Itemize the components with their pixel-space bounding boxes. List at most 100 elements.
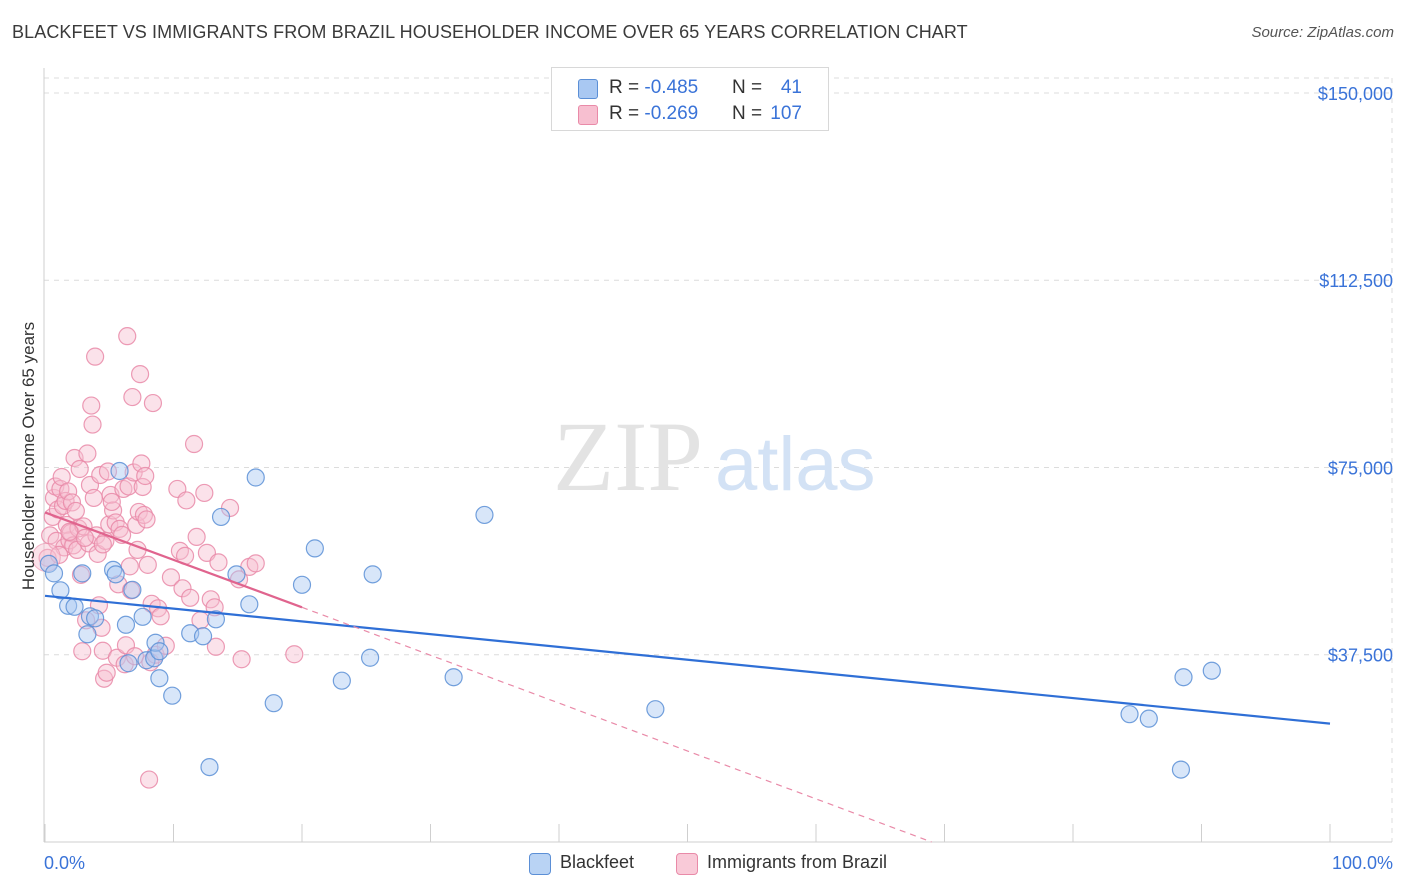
point-brazil [161,568,181,587]
legend-row-blackfeet: R = -0.485 N = 41 [552,76,828,102]
point-brazil [130,365,150,384]
point-brazil [100,515,119,534]
point-brazil [70,459,89,479]
point-brazil [82,396,101,415]
point-brazil [206,637,226,656]
point-brazil [38,548,57,567]
point-blackfeet [51,581,70,600]
point-blackfeet [110,461,129,481]
legend-r-value: -0.269 [644,103,699,124]
point-blackfeet [361,648,380,667]
point-brazil [119,477,138,496]
point-blackfeet [363,565,382,584]
point-blackfeet [116,615,136,634]
point-brazil [137,510,156,529]
y-axis-title: Householder Income Over 65 years [19,322,38,590]
point-brazil [60,522,79,542]
point-brazil [66,501,85,521]
point-brazil [129,502,148,522]
point-blackfeet [1174,668,1193,687]
point-blackfeet [106,565,125,584]
watermark-zip: ZIP [553,401,703,512]
point-blackfeet [44,564,64,583]
point-brazil [139,770,159,789]
point-brazil [177,491,196,510]
point-brazil [133,477,152,497]
point-blackfeet [78,625,97,644]
point-brazil [75,528,94,547]
point-brazil [285,645,304,664]
point-blackfeet [146,633,165,652]
source-credit: Source: ZipAtlas.com [1251,24,1394,41]
chart-title: BLACKFEET VS IMMIGRANTS FROM BRAZIL HOUS… [12,22,968,42]
point-brazil [86,347,105,366]
point-brazil [102,492,121,512]
trend-line-blackfeet [44,594,1331,725]
watermark-atlas: atlas [715,422,876,507]
correlation-legend: R = -0.485 N = 41 R = -0.269 N = 107 [551,67,829,131]
point-brazil [173,579,192,598]
point-brazil [136,466,155,486]
y-tick-label: $37,500 [1328,646,1393,666]
bottom-legend-label-blackfeet: Blackfeet [560,852,635,872]
point-blackfeet [73,564,92,583]
point-blackfeet [65,597,84,616]
point-blackfeet [1171,760,1191,779]
bottom-legend-label-brazil: Immigrants from Brazil [707,852,888,872]
point-brazil [138,555,157,574]
point-brazil [181,588,200,607]
bottom-legend-swatch-blackfeet [529,853,551,875]
y-tick-label: $112,500 [1319,271,1393,291]
point-blackfeet [163,686,182,705]
point-blackfeet [475,505,494,525]
legend-n-label: N = [732,103,763,124]
point-blackfeet [1139,709,1158,728]
axes [43,68,1392,843]
point-brazil [78,444,97,463]
point-brazil [151,607,170,626]
point-brazil [83,415,102,434]
bottom-legend-swatch-brazil [676,853,698,875]
point-blackfeet [444,668,463,687]
point-brazil [232,650,251,669]
point-blackfeet [86,609,105,628]
point-brazil [59,482,78,501]
legend-swatch-blackfeet [578,79,598,99]
point-blackfeet [193,627,213,646]
y-tick-labels: $150,000 $112,500 $75,000 $37,500 [1318,84,1393,666]
point-brazil [118,327,137,346]
x-tick-label-start: 0.0% [44,853,85,873]
point-blackfeet [150,669,169,688]
y-tick-label: $150,000 [1318,84,1393,104]
trend-line-brazil-extension [301,606,932,843]
point-blackfeet [646,700,665,719]
legend-n-value: 41 [780,77,802,98]
point-blackfeet [150,642,169,661]
legend-swatch-brazil [578,105,598,125]
legend-r-value: -0.485 [644,77,699,98]
legend-r-label: R = -0.485 [609,77,699,98]
point-brazil [170,541,190,560]
point-blackfeet [119,654,138,673]
legend-n-value: 107 [770,103,802,124]
trend-line-brazil [44,511,303,609]
point-blackfeet [1202,661,1221,680]
point-blackfeet [200,757,219,777]
point-blackfeet [123,580,142,599]
point-blackfeet [206,610,226,629]
point-brazil [246,554,265,573]
point-blackfeet [305,539,324,558]
series-blackfeet-points [39,461,1221,779]
point-brazil [187,527,206,546]
x-tick-labels: 0.0% 100.0% [44,853,1393,873]
point-brazil [97,663,116,682]
legend-r-label: R = -0.269 [609,103,699,124]
legend-row-brazil: R = -0.269 N = 107 [552,102,828,128]
point-blackfeet [292,575,312,594]
point-brazil [62,493,82,512]
point-brazil [195,483,214,503]
point-brazil [184,434,204,454]
point-blackfeet [246,468,265,487]
point-brazil [209,553,228,572]
point-brazil [93,535,112,554]
